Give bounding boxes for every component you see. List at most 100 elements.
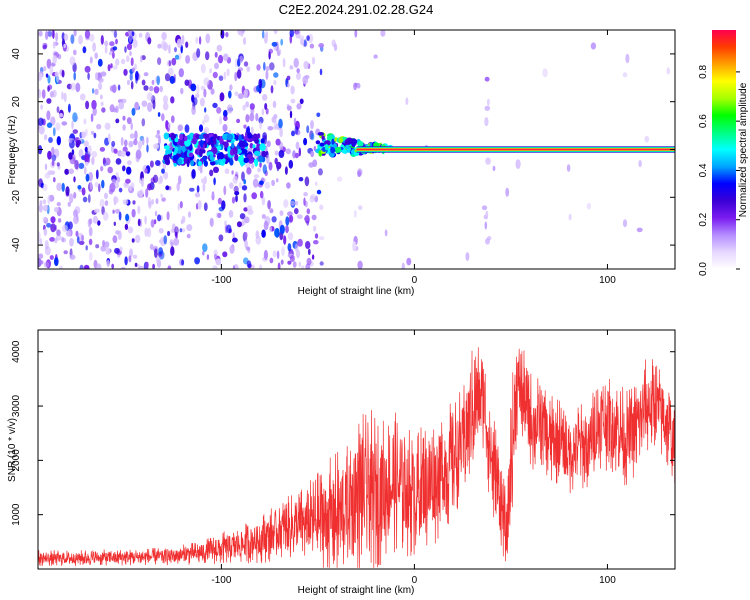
spectrogram-noise-mark <box>46 110 51 121</box>
spectrogram-noise-mark <box>88 238 93 246</box>
spectrogram-noise-mark <box>233 185 239 193</box>
spectrogram-noise-mark <box>137 218 141 227</box>
spectrogram-noise-mark <box>97 58 103 67</box>
spectrogram-noise-mark <box>43 261 50 268</box>
spectrogram-noise-mark <box>84 65 91 73</box>
spectrogram-noise-mark <box>267 200 271 210</box>
colorbar-tick-label: 0.0 <box>698 262 709 276</box>
spectrogram-noise-mark <box>234 71 238 82</box>
spectrogram-noise-mark <box>100 101 104 107</box>
spectrogram-noise-mark <box>116 176 121 183</box>
spectrogram-noise-mark <box>515 159 521 170</box>
spectrogram-noise-mark <box>273 72 279 78</box>
spectrogram-noise-mark <box>91 151 98 158</box>
spectrogram-onset-mark <box>327 148 331 153</box>
spectrogram-noise-mark <box>316 112 321 118</box>
spectrogram-noise-mark <box>70 34 75 45</box>
spectrogram-panel: -100 0 100 -40 -20 0 20 40 Height of straight l… <box>7 29 676 297</box>
spectrogram-noise-mark <box>484 117 489 127</box>
spectrogram-noise-mark <box>174 47 177 53</box>
spectrogram-noise-mark <box>68 221 73 230</box>
colorbar-tick-label: 0.6 <box>698 114 709 128</box>
spectrogram-noise-mark <box>84 153 89 163</box>
spectrogram-noise-mark <box>46 122 53 128</box>
spectrogram-noise-mark <box>185 55 191 64</box>
spectrogram-noise-mark <box>164 73 171 82</box>
spectrogram-noise-mark <box>261 196 266 206</box>
dominant-frequency-band <box>356 148 675 151</box>
spectrogram-noise-mark <box>259 190 264 199</box>
spectrogram-noise-mark <box>127 30 133 36</box>
spectrogram-noise-mark <box>181 215 186 224</box>
spectrogram-noise-mark <box>286 182 291 189</box>
spectrogram-noise-mark <box>38 88 41 95</box>
spectrogram-cluster-mark <box>197 144 201 150</box>
spectrogram-noise-mark <box>107 64 111 72</box>
spectrogram-noise-mark <box>275 138 281 146</box>
spectrogram-noise-mark <box>117 230 122 241</box>
spectrogram-noise-mark <box>311 254 315 260</box>
spectrogram-onset-mark <box>315 140 321 145</box>
spectrogram-onset-mark <box>324 143 329 151</box>
spectrogram-noise-mark <box>405 97 409 105</box>
spectrogram-noise-mark <box>84 166 87 175</box>
spectrogram-noise-mark <box>277 50 281 57</box>
spectrogram-noise-mark <box>255 230 260 239</box>
spectrogram-noise-mark <box>61 69 65 78</box>
spectrogram-noise-mark <box>249 112 255 122</box>
spectrogram-noise-mark <box>223 109 228 118</box>
spectrogram-noise-mark <box>97 220 101 226</box>
spectrogram-noise-mark <box>177 124 183 132</box>
spectrogram-noise-mark <box>276 250 280 260</box>
spectrogram-cluster-mark <box>163 145 170 150</box>
spectrogram-noise-mark <box>176 38 182 48</box>
spectrogram-noise-mark <box>181 34 185 45</box>
spectrogram-noise-mark <box>104 192 108 200</box>
spectrogram-noise-mark <box>146 92 153 101</box>
spectrogram-cluster-mark <box>240 159 244 167</box>
spectrogram-noise-mark <box>245 246 251 251</box>
spectrogram-noise-mark <box>47 194 51 205</box>
spectrogram-noise-mark <box>141 177 144 188</box>
spectrogram-noise-mark <box>75 230 79 237</box>
spectrogram-noise-mark <box>246 205 253 212</box>
spectrogram-noise-mark <box>44 246 51 256</box>
spectrogram-noise-mark <box>202 120 205 125</box>
spectrogram-noise-mark <box>313 240 319 245</box>
spectrogram-noise-mark <box>279 210 284 217</box>
spectrogram-noise-mark <box>105 247 111 255</box>
spectrogram-noise-mark <box>301 265 305 269</box>
spectrogram-cluster-mark <box>205 137 209 143</box>
spectrogram-noise-mark <box>109 182 116 193</box>
spectrogram-noise-mark <box>79 93 86 101</box>
spectrogram-noise-mark <box>203 77 210 86</box>
spectrogram-noise-mark <box>85 100 90 110</box>
spectrogram-noise-mark <box>353 82 358 91</box>
spectrogram-noise-mark <box>119 246 123 252</box>
spectrogram-noise-mark <box>87 72 90 81</box>
spectrogram-cluster-mark <box>252 133 258 141</box>
spectrogram-noise-mark <box>149 85 154 92</box>
spectrogram-noise-mark <box>152 99 156 110</box>
spectrogram-cluster-mark <box>258 155 263 163</box>
spectrogram-noise-mark <box>288 159 294 169</box>
colorbar-gradient <box>712 30 736 269</box>
spectrogram-noise-mark <box>186 233 191 239</box>
spectrogram-noise-mark <box>178 175 182 185</box>
spectrogram-onset-mark <box>317 132 324 136</box>
spectrogram-noise-mark <box>89 56 93 64</box>
spectrogram-noise-mark <box>319 204 324 211</box>
spectrogram-noise-mark <box>52 41 56 49</box>
spectrogram-noise-mark <box>110 63 113 69</box>
spectrogram-cluster-mark <box>210 161 216 166</box>
spectrogram-noise-mark <box>115 208 120 214</box>
spectrogram-noise-mark <box>251 163 255 169</box>
spectrogram-noise-mark <box>92 42 96 52</box>
spectrogram-noise-mark <box>157 43 162 49</box>
spectrogram-noise-mark <box>264 103 268 110</box>
spectrogram-noise-mark <box>638 160 642 168</box>
spectrogram-noise-mark <box>290 200 296 207</box>
spectrogram-noise-mark <box>286 75 291 81</box>
spectrogram-noise-mark <box>166 211 170 221</box>
spectrogram-noise-mark <box>287 83 290 88</box>
